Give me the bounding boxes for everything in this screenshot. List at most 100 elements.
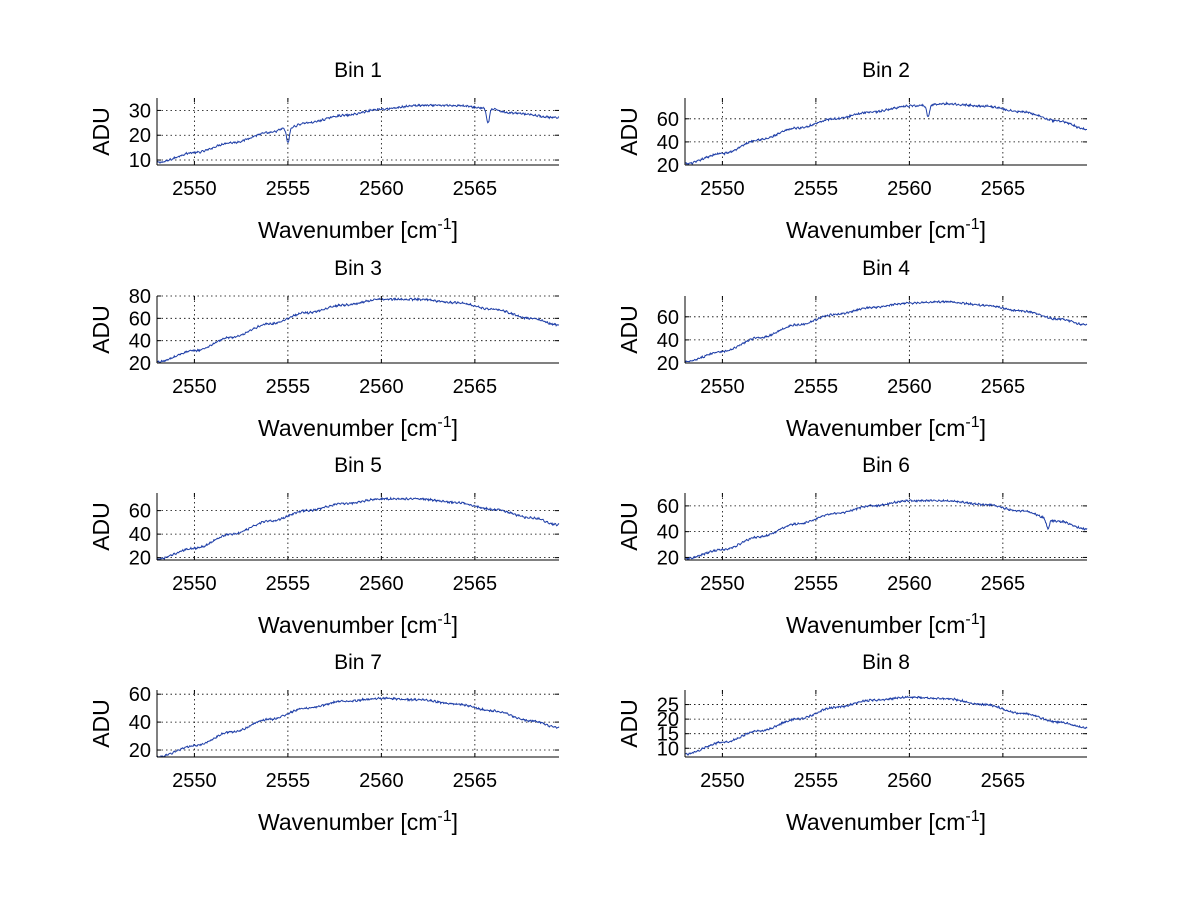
- x-axis-label-end: ]: [980, 612, 986, 638]
- y-tick-label: 60: [657, 109, 679, 131]
- y-tick-label: 60: [657, 496, 679, 518]
- x-tick-label: 2565: [981, 178, 1026, 200]
- series-line-5: [156, 496, 560, 560]
- x-tick-label: 2565: [453, 376, 498, 398]
- x-axis-label-end: ]: [980, 809, 986, 835]
- x-tick-label: 2550: [700, 770, 745, 792]
- plot-area: [685, 493, 1087, 560]
- plot-area: [685, 690, 1087, 757]
- y-tick-label: 10: [657, 738, 679, 760]
- y-tick-label: 60: [657, 307, 679, 329]
- x-axis-label-text: Wavenumber [cm: [258, 217, 437, 243]
- subplot-title: Bin 8: [862, 651, 910, 674]
- x-axis-label: Wavenumber [cm-1]: [786, 611, 986, 638]
- y-tick-label: 20: [657, 353, 679, 375]
- x-axis-label: Wavenumber [cm-1]: [258, 216, 458, 243]
- y-tick-label: 20: [657, 709, 679, 731]
- x-axis-label-end: ]: [452, 415, 458, 441]
- x-axis-label-superscript: -1: [437, 216, 451, 233]
- x-axis-label-end: ]: [452, 809, 458, 835]
- subplot-title: Bin 6: [862, 454, 910, 477]
- y-tick-label: 40: [129, 712, 151, 734]
- subplot-7: 2550 2555 2560 2565 20 40 60 Bin 7 Wavenumber [c…: [88, 651, 560, 835]
- y-axis-label: ADU: [88, 107, 114, 156]
- x-axis-label-text: Wavenumber [cm: [258, 415, 437, 441]
- subplot-1: 2550 2555 2560 2565 10 20 30 Bin 1 Wavenumber [c…: [88, 59, 560, 243]
- series-line-2: [684, 101, 1088, 166]
- y-tick-label: 40: [129, 524, 151, 546]
- subplot-6: 2550 2555 2560 2565 20 40 60 Bin 6 Wavenumber [c…: [616, 454, 1088, 638]
- y-tick-label: 40: [657, 132, 679, 154]
- y-axis-label: ADU: [88, 699, 114, 748]
- plot-area: [157, 98, 559, 165]
- x-tick-label: 2555: [266, 770, 311, 792]
- x-tick-label: 2560: [359, 178, 404, 200]
- subplot-title: Bin 1: [334, 59, 382, 82]
- x-axis-label-superscript: -1: [437, 414, 451, 431]
- y-tick-label: 20: [657, 155, 679, 177]
- x-tick-label: 2550: [172, 770, 217, 792]
- x-axis-label-text: Wavenumber [cm: [786, 217, 965, 243]
- x-axis-label: Wavenumber [cm-1]: [786, 216, 986, 243]
- x-tick-label: 2555: [794, 573, 839, 595]
- y-tick-label: 25: [657, 695, 679, 717]
- x-tick-label: 2550: [172, 178, 217, 200]
- x-tick-label: 2555: [266, 178, 311, 200]
- y-axis-label: ADU: [616, 699, 642, 748]
- subplot-title: Bin 2: [862, 59, 910, 82]
- x-tick-label: 2560: [359, 376, 404, 398]
- y-axis-label: ADU: [88, 502, 114, 551]
- y-axis-label: ADU: [616, 502, 642, 551]
- x-tick-label: 2555: [266, 376, 311, 398]
- x-axis-label: Wavenumber [cm-1]: [258, 611, 458, 638]
- series-line-3: [156, 297, 560, 364]
- series-line-8: [684, 695, 1088, 756]
- subplot-title: Bin 5: [334, 454, 382, 477]
- x-tick-label: 2565: [453, 178, 498, 200]
- x-tick-label: 2565: [981, 376, 1026, 398]
- x-axis-label-superscript: -1: [965, 611, 979, 628]
- x-tick-label: 2565: [981, 573, 1026, 595]
- y-tick-label: 20: [657, 547, 679, 569]
- x-tick-label: 2550: [172, 573, 217, 595]
- y-tick-label: 60: [129, 684, 151, 706]
- x-tick-label: 2550: [700, 573, 745, 595]
- subplot-title: Bin 7: [334, 651, 382, 674]
- y-tick-label: 20: [129, 740, 151, 762]
- y-tick-label: 20: [129, 125, 151, 147]
- series-line-4: [684, 300, 1088, 363]
- x-axis-label-text: Wavenumber [cm: [258, 809, 437, 835]
- x-axis-label: Wavenumber [cm-1]: [258, 414, 458, 441]
- x-tick-label: 2560: [887, 770, 932, 792]
- y-tick-label: 20: [129, 548, 151, 570]
- y-tick-label: 80: [129, 286, 151, 308]
- x-axis-label: Wavenumber [cm-1]: [786, 414, 986, 441]
- x-axis-label-end: ]: [452, 612, 458, 638]
- y-tick-label: 15: [657, 724, 679, 746]
- x-tick-label: 2550: [700, 376, 745, 398]
- x-tick-label: 2555: [794, 178, 839, 200]
- x-tick-label: 2560: [887, 573, 932, 595]
- y-tick-label: 40: [657, 330, 679, 352]
- x-tick-label: 2555: [266, 573, 311, 595]
- series-line-1: [156, 103, 560, 164]
- y-axis-label: ADU: [616, 305, 642, 354]
- x-axis-label-end: ]: [452, 217, 458, 243]
- y-axis-label: ADU: [88, 305, 114, 354]
- x-tick-label: 2565: [981, 770, 1026, 792]
- y-tick-label: 60: [129, 501, 151, 523]
- plot-area: [157, 690, 559, 757]
- x-axis-label-superscript: -1: [965, 808, 979, 825]
- series-line-6: [684, 498, 1088, 561]
- x-tick-label: 2550: [172, 376, 217, 398]
- x-axis-label-text: Wavenumber [cm: [258, 612, 437, 638]
- x-tick-label: 2560: [887, 376, 932, 398]
- y-tick-label: 30: [129, 100, 151, 122]
- x-axis-label-end: ]: [980, 415, 986, 441]
- x-axis-label-text: Wavenumber [cm: [786, 809, 965, 835]
